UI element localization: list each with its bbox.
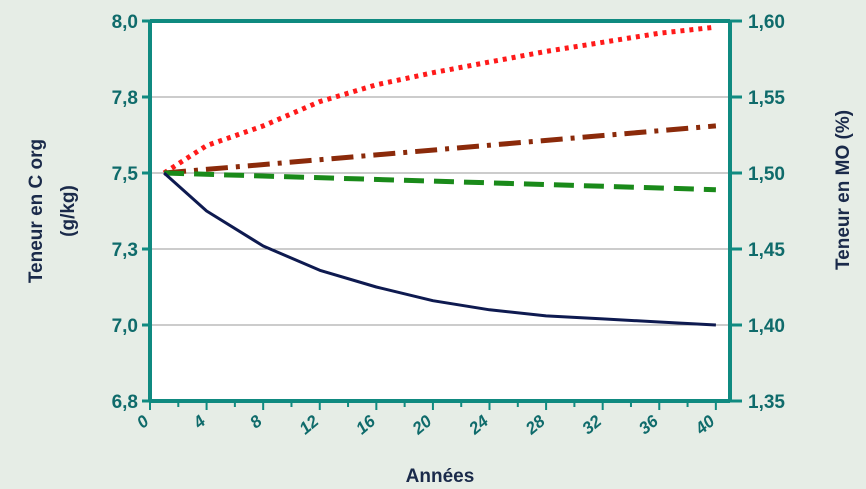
y-axis-right-title: Teneur en MO (%) (833, 110, 854, 270)
y-right-tick-label: 1,35 (748, 392, 785, 413)
x-tick-label: 36 (635, 411, 662, 438)
y-left-tick-label: 7,0 (112, 316, 138, 337)
x-axis-title: Années (406, 466, 475, 487)
x-tick-label: 0 (133, 411, 153, 432)
x-tick-label: 4 (189, 411, 210, 433)
y-left-tick-label: 8,0 (112, 12, 138, 33)
x-tick-label: 32 (579, 411, 606, 438)
y-left-tick-label: 7,3 (112, 240, 138, 261)
grid-lines (150, 96, 730, 326)
series-line-3 (164, 170, 716, 193)
x-tick-label: 40 (691, 411, 719, 439)
x-tick-label: 16 (352, 411, 379, 438)
y-axis-left-title-line1: Teneur en C org (26, 139, 47, 283)
x-tick-label: 8 (246, 411, 266, 432)
y-right-tick-label: 1,60 (748, 12, 785, 33)
x-tick-label: 20 (408, 411, 436, 439)
x-tick-label: 28 (521, 411, 549, 439)
y-right-tick-label: 1,45 (748, 240, 785, 261)
series-group (162, 24, 717, 327)
plot-area (150, 21, 730, 401)
y-right-tick-label: 1,55 (748, 88, 785, 109)
y-right-tick-label: 1,40 (748, 316, 785, 337)
axes (142, 19, 742, 410)
x-tick-label: 24 (465, 411, 493, 439)
series-line-2 (163, 123, 717, 176)
x-tick-label: 12 (296, 411, 323, 438)
y-left-tick-label: 7,8 (112, 88, 138, 109)
y-left-tick-label: 6,8 (112, 392, 138, 413)
y-axis-left-title-line2: (g/kg) (58, 185, 79, 237)
series-line-4 (163, 171, 716, 327)
y-right-tick-label: 1,50 (748, 164, 785, 185)
y-left-tick-label: 7,5 (112, 164, 139, 185)
series-line-1 (162, 24, 717, 176)
